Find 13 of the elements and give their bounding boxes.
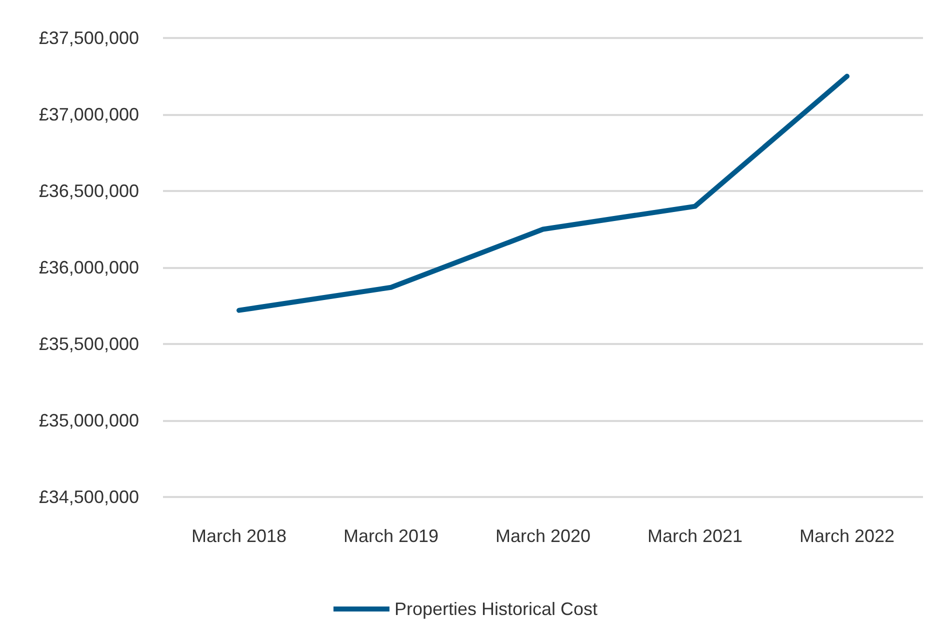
y-tick-label: £34,500,000 — [38, 487, 139, 507]
y-tick-label: £36,000,000 — [38, 258, 139, 278]
y-tick-label: £36,500,000 — [38, 181, 139, 201]
y-tick-label: £35,500,000 — [38, 334, 139, 354]
y-tick-label: £35,000,000 — [38, 410, 139, 430]
y-tick-label: £37,500,000 — [38, 28, 139, 48]
x-tick-label: March 2019 — [343, 526, 439, 546]
x-tick-label: March 2021 — [647, 526, 743, 546]
y-tick-label: £37,000,000 — [38, 104, 139, 124]
x-tick-label: March 2022 — [799, 526, 895, 546]
legend-label: Properties Historical Cost — [394, 599, 598, 619]
x-tick-label: March 2018 — [191, 526, 287, 546]
x-tick-label: March 2020 — [495, 526, 591, 546]
